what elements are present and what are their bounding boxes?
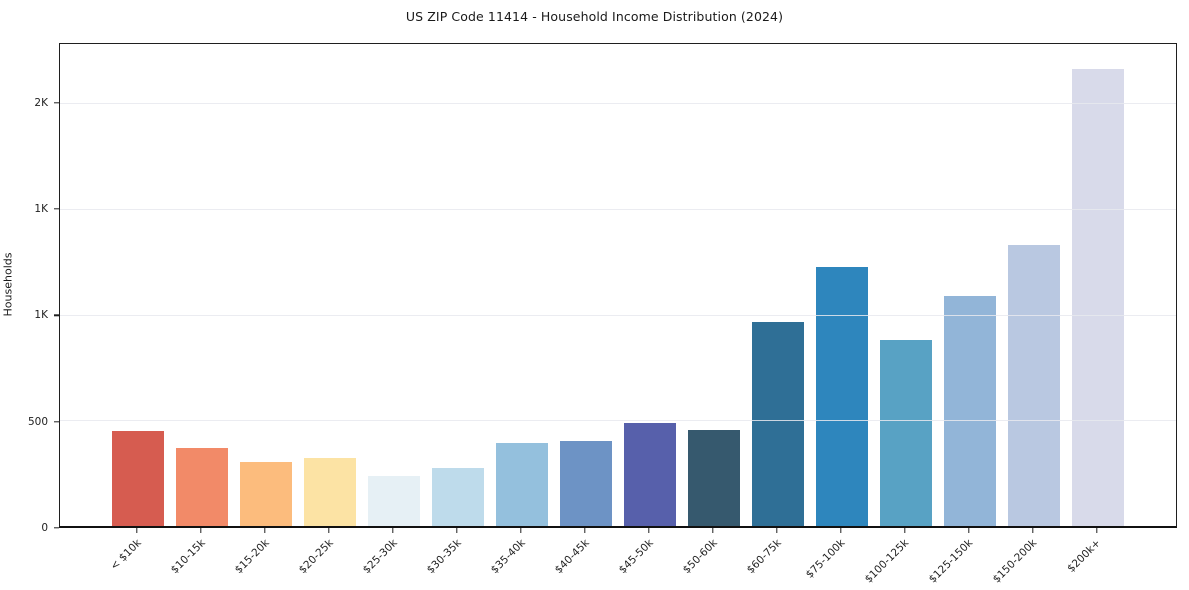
x-tick-label-$50-60k: $50-60k <box>680 537 720 577</box>
chart-title: US ZIP Code 11414 - Household Income Dis… <box>405 9 784 24</box>
bar-$60-75k <box>752 322 804 526</box>
x-tick-label-$35-40k: $35-40k <box>488 537 528 577</box>
x-tick-mark <box>968 528 970 533</box>
x-tick-mark <box>1096 528 1098 533</box>
bar-$75-100k <box>816 267 868 526</box>
bar-$25-30k <box>368 476 420 526</box>
bar-$10-15k <box>176 447 228 526</box>
y-tick-mark <box>54 314 59 316</box>
x-tick-label-< $10k: < $10k <box>107 537 144 573</box>
x-tick-label-$40-45k: $40-45k <box>552 537 592 577</box>
y-axis-ticks: 0 500 1K 1K 2K <box>0 0 59 590</box>
x-tick-mark <box>648 528 650 533</box>
bar-$100-125k <box>880 339 932 526</box>
x-tick-mark <box>712 528 714 533</box>
bar-$15-20k <box>240 461 292 526</box>
x-tick-mark <box>776 528 778 533</box>
bar-series <box>60 44 1176 526</box>
x-tick-label-$125-150k: $125-150k <box>926 537 976 586</box>
y-tick-label: 1K <box>34 309 48 322</box>
bar-$200k+ <box>1072 69 1124 526</box>
x-tick-label-$20-25k: $20-25k <box>296 537 336 577</box>
x-tick-label-$30-35k: $30-35k <box>424 537 464 577</box>
bar-$20-25k <box>304 458 356 526</box>
y-tick-mark <box>54 208 59 210</box>
bar-$35-40k <box>496 442 548 526</box>
bar-$40-45k <box>560 441 612 526</box>
bar-< $10k <box>112 430 164 526</box>
x-tick-mark <box>200 528 202 533</box>
x-tick-label-$25-30k: $25-30k <box>360 537 400 577</box>
bar-$150-200k <box>1008 244 1060 526</box>
y-tick-label: 0 <box>41 522 48 534</box>
bar-$125-150k <box>944 295 996 526</box>
bar-$45-50k <box>624 423 676 526</box>
x-tick-label-$15-20k: $15-20k <box>232 537 272 577</box>
x-tick-mark <box>136 528 138 533</box>
y-tick-label: 2K <box>34 96 48 109</box>
x-tick-mark <box>1032 528 1034 533</box>
y-tick-mark <box>54 101 59 104</box>
y-tick-label: 500 <box>27 415 48 428</box>
bar-$30-35k <box>432 467 484 526</box>
x-tick-label-$150-200k: $150-200k <box>990 537 1040 586</box>
y-tick-mark <box>54 527 59 529</box>
x-tick-mark <box>264 528 266 533</box>
x-tick-mark <box>328 528 330 533</box>
x-tick-label-$75-100k: $75-100k <box>803 537 848 581</box>
x-tick-mark <box>584 528 586 533</box>
y-tick-mark <box>54 420 59 423</box>
x-tick-label-$100-125k: $100-125k <box>862 537 912 586</box>
y-tick-label: 1K <box>34 202 48 215</box>
x-tick-label-$200k+: $200k+ <box>1065 537 1104 575</box>
x-tick-mark <box>392 528 394 533</box>
plot-area <box>59 43 1177 528</box>
x-tick-label-$10-15k: $10-15k <box>168 537 208 577</box>
x-tick-label-$45-50k: $45-50k <box>616 537 656 577</box>
x-tick-mark <box>904 528 906 533</box>
x-tick-mark <box>840 528 842 533</box>
x-tick-label-$60-75k: $60-75k <box>744 537 784 577</box>
x-tick-mark <box>456 528 458 533</box>
bar-$50-60k <box>688 429 740 526</box>
x-tick-mark <box>520 528 522 533</box>
